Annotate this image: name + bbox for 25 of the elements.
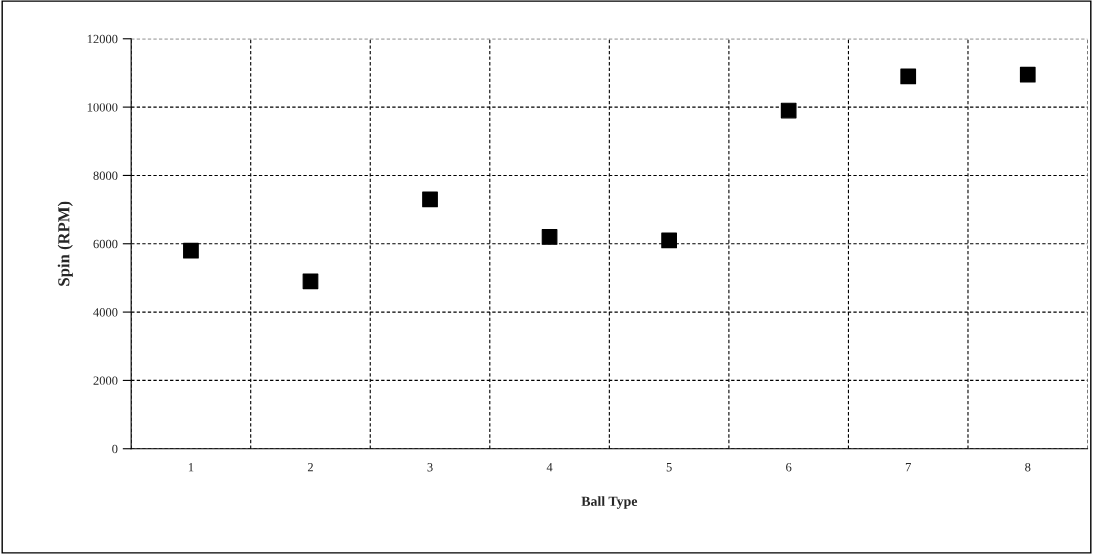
- point: [183, 242, 199, 259]
- y-tick-label: 12000: [87, 34, 118, 44]
- point: [661, 232, 677, 249]
- x-tick-label: 7: [905, 463, 911, 472]
- x-tick-label: 5: [666, 463, 672, 472]
- point: [780, 102, 797, 119]
- y-tick-label: 0: [112, 444, 118, 454]
- y-tick-label: 10000: [87, 103, 118, 112]
- x-tick-label: 3: [427, 463, 433, 472]
- x-tick-label: 4: [546, 463, 553, 472]
- point: [900, 68, 917, 85]
- x-axis-title: Ball Type: [581, 496, 638, 509]
- point: [541, 229, 558, 245]
- x-tick-label: 1: [188, 463, 194, 472]
- y-tick-label: 6000: [93, 239, 118, 249]
- x-tick-label: 2: [307, 463, 313, 472]
- point: [422, 191, 438, 208]
- y-tick-label: 8000: [93, 171, 118, 180]
- y-tick-label: 2000: [93, 376, 118, 385]
- point: [302, 273, 319, 290]
- point: [1019, 66, 1036, 83]
- y-axis-title: Spin (RPM): [57, 201, 73, 286]
- x-tick-label: 8: [1025, 462, 1031, 472]
- y-tick-label: 4000: [93, 308, 118, 317]
- x-tick-label: 6: [786, 463, 792, 472]
